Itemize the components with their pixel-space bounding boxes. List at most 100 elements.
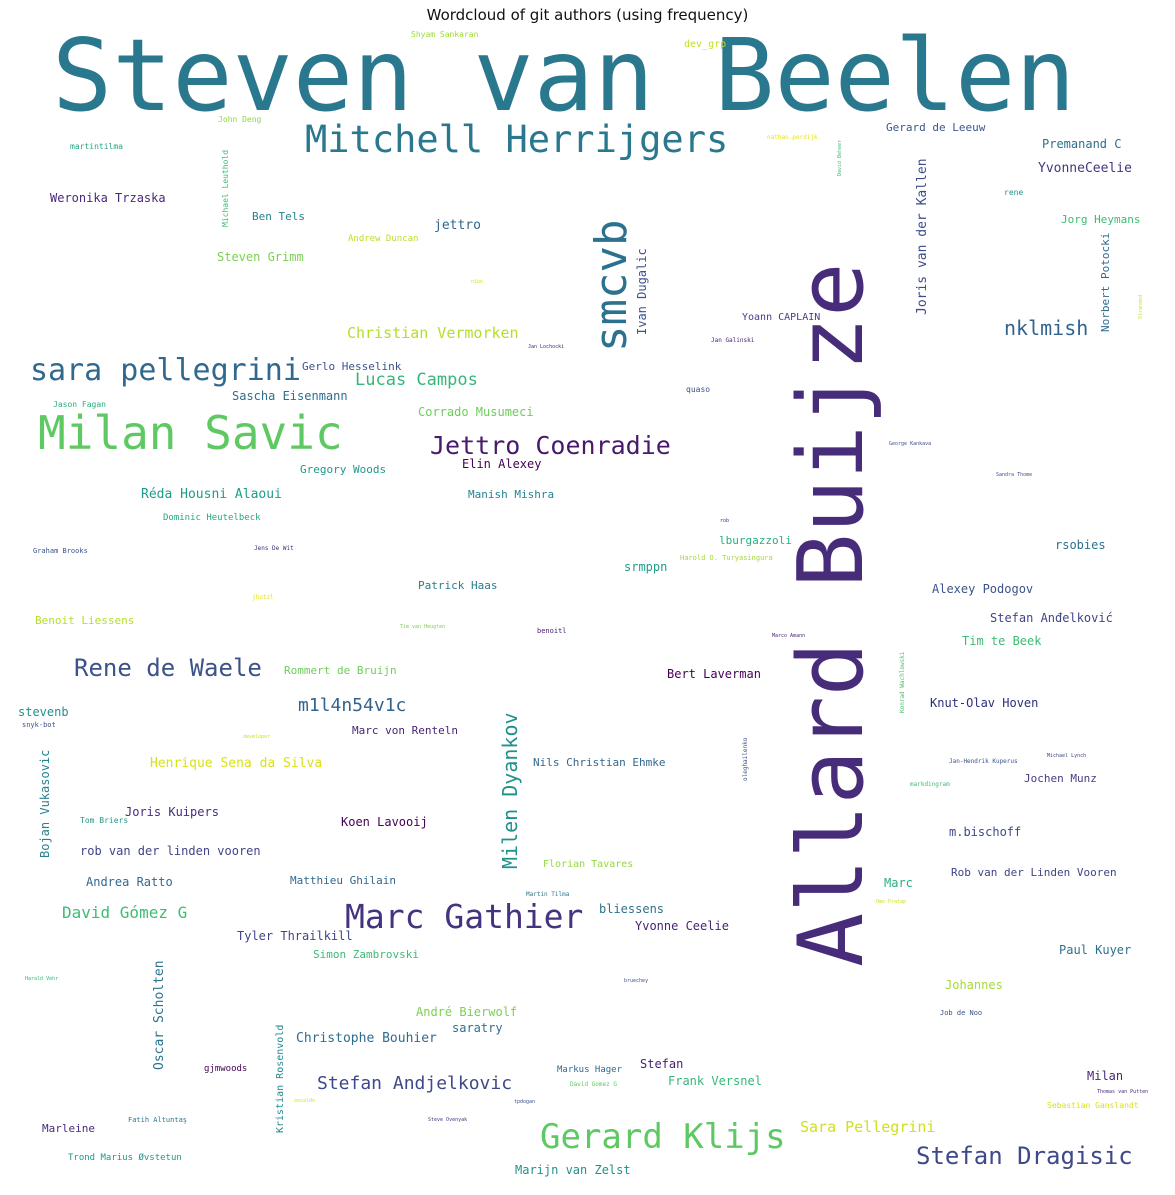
word: Rene de Waele [74,654,262,682]
word: Mitchell Herrijgers [305,118,729,161]
word: snyk-bot [22,721,56,729]
word: George Kankava [889,441,932,447]
word: Tim te Beek [962,634,1042,648]
word: Stefan [640,1057,684,1071]
word: Gregory Woods [300,463,387,476]
word: sara pellegrini [30,353,301,388]
word: Premanand C [1042,137,1122,151]
word: Omo Pratap [876,899,907,905]
word: Nils Christian Ehmke [533,756,666,769]
word: Christian Vermorken [347,324,519,342]
word: André Bierwolf [416,1005,518,1019]
word: YvonneCeelie [1038,161,1132,176]
word: Sandra Thome [996,472,1033,478]
word: Oscar Scholten [152,960,167,1070]
word: David Gomez G [570,1081,617,1088]
word: Jochen Munz [1024,772,1097,785]
word: Marc [884,876,913,890]
word: Steve Ovenyak [428,1117,468,1123]
word: lburgazzoli [719,534,792,547]
word: Matthieu Ghilain [290,874,396,887]
word: developer [243,734,271,740]
word: Gerlo Hesselink [302,360,402,373]
word: Milan [1087,1069,1124,1083]
word: saratry [452,1021,503,1035]
word: rob van der linden vooren [80,844,261,858]
word: bruechey [624,978,649,984]
word: stevenb [18,705,69,719]
word: Gerard Klijs [540,1117,786,1157]
word: Rommert de Bruijn [284,664,397,677]
word: Norbert Potocki [1099,232,1112,332]
chart-title: Wordcloud of git authors (using frequenc… [426,6,749,24]
word: Frank Versnel [668,1074,762,1088]
word: Milen Dyankov [498,712,522,869]
word: Tim van Heugten [400,624,446,630]
word: Jorg Heymans [1061,213,1141,226]
word: martintilma [70,142,123,151]
word: Tyler Thrailkill [237,929,353,943]
word: Shyam Sankaran [411,30,479,39]
word: benoitl [537,627,567,635]
word: quaso [686,385,711,394]
word: Jettro Coenradie [430,431,671,460]
word: Knut-Olav Hoven [930,696,1039,710]
word: markdingram [910,781,950,788]
word: Benoit Liessens [35,614,135,627]
word: Sara Pellegrini [800,1118,936,1136]
word: Lucas Campos [355,370,478,390]
word: Elin Alexey [462,457,542,471]
word: Marleine [42,1122,95,1135]
word: Yoann CAPLAIN [742,312,821,323]
word: nibo [471,279,484,285]
word: John Deng [218,115,262,124]
word: Martin Tilma [526,891,570,898]
word: Manish Mishra [468,488,555,501]
word: rob [720,518,730,524]
word: Konrad Wachlowski [899,651,906,713]
word: Andrew Duncan [348,234,419,244]
word: Harold O. Turyasingura [680,554,773,562]
word: m.bischoff [949,825,1022,839]
word: jhutzl [252,594,274,601]
word: Sebastian Ganslandt [1047,1101,1139,1110]
word: Marc von Renteln [352,724,458,737]
word: Stefan Andjelkovic [317,1073,513,1094]
word: Jan Lochocki [528,344,565,350]
word: Markus Hager [557,1065,623,1075]
word: Marijn van Zelst [515,1163,631,1177]
word: David Beheer [837,139,843,176]
word: Jason Fagan [53,400,106,409]
word: Paul Kuyer [1059,943,1132,957]
word: Kristian Rosenvold [275,1024,286,1133]
word: Florian Tavares [543,859,634,870]
word: Yvonne Ceelie [635,919,729,933]
word: Job de Noo [940,1009,983,1017]
word: Henrique Sena da Silva [150,756,323,771]
word: Gerard de Leeuw [886,121,986,134]
word: Christophe Bouhier [296,1031,437,1046]
word: David Gómez G [62,903,188,922]
word: Graham Brooks [33,547,88,555]
word: Weronika Trzaska [50,191,166,205]
word: rsobies [1055,538,1106,552]
word: rene [1004,188,1024,197]
word: gjmwoods [204,1064,248,1074]
word: Ben Tels [252,210,305,223]
word: Stranded [1138,294,1144,319]
word: Alexey Podogov [932,582,1034,596]
word: Jan Galinski [711,337,755,344]
word: m1l4n54v1c [298,695,407,716]
word: nklmish [1004,316,1089,340]
word: Joris van der Kallen [915,158,930,315]
word: Andrea Ratto [86,875,173,889]
word: Milan Savic [38,406,343,460]
word: Michael Lynch [1047,753,1087,759]
word: Ivan Dugalic [635,248,649,335]
word: Tom Briers [80,816,129,825]
word: bliessens [599,902,665,916]
word: Corrado Musumeci [418,405,534,419]
word: Stefan Anđelković [990,611,1113,625]
word: smcvb [586,219,637,352]
